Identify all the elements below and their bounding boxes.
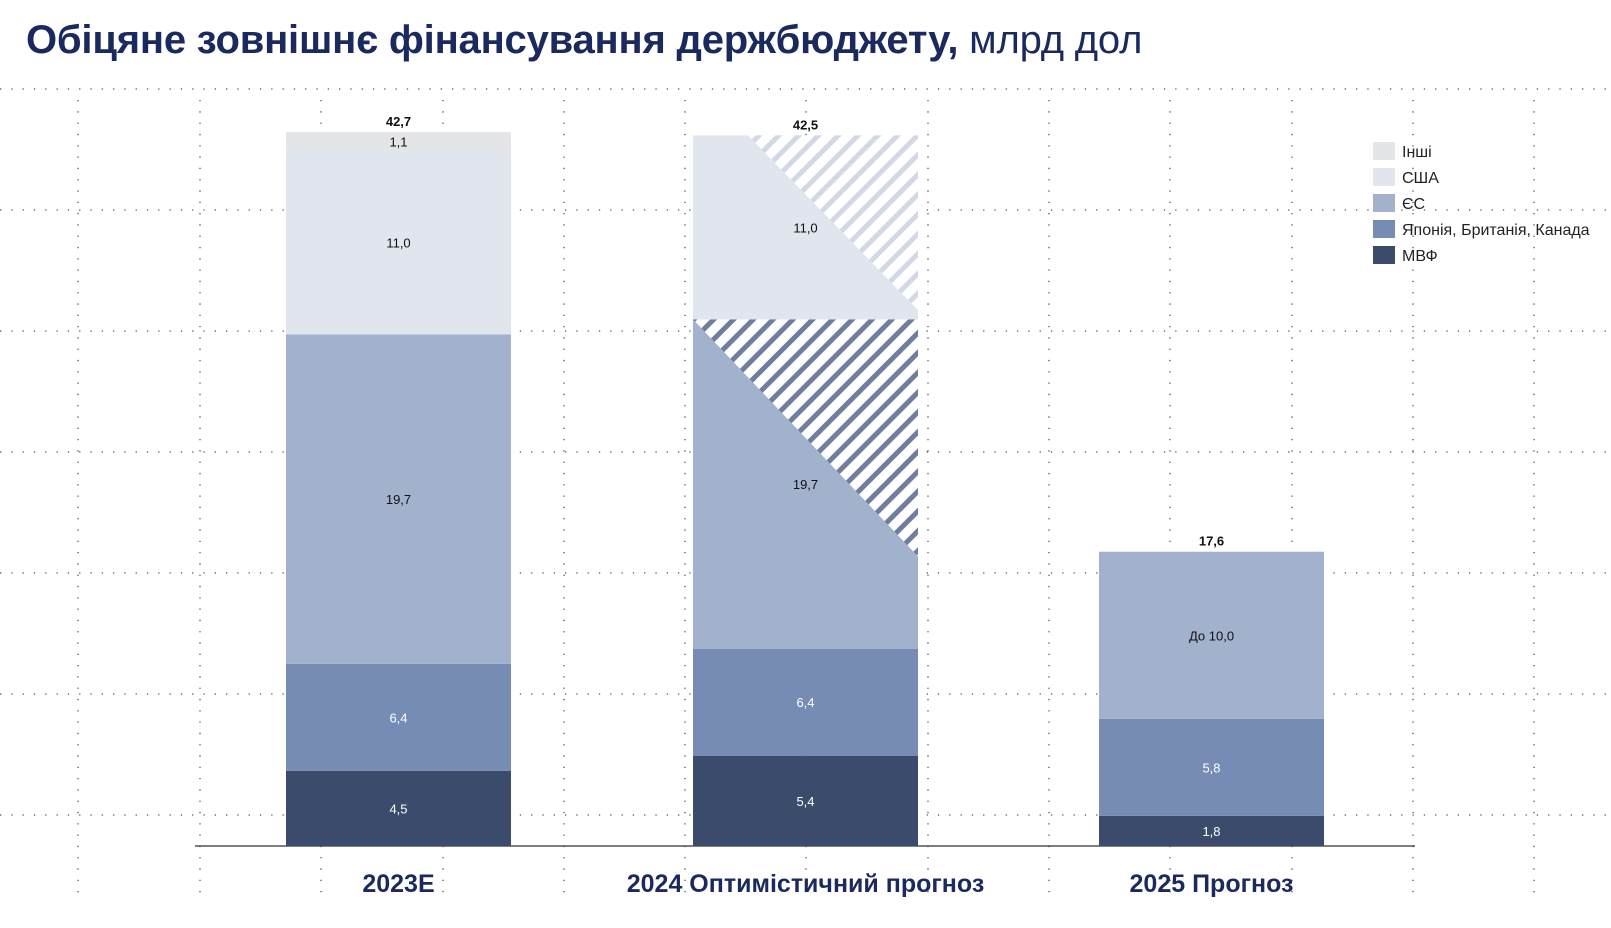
segment-value-label: 4,5 [389, 801, 407, 816]
segment-value-label: 11,0 [386, 235, 410, 250]
bar-segment-мвф [1099, 815, 1324, 846]
bar-segment-єс [286, 334, 511, 664]
segment-value-label: 6,4 [796, 695, 814, 710]
segment-value-label: 1,1 [389, 134, 407, 149]
chart-title-main: Обіцяне зовнішнє фінансування держбюджет… [26, 18, 959, 62]
legend-label: Японія, Британія, Канада [1402, 222, 1590, 239]
segment-value-label: 6,4 [389, 710, 407, 725]
legend-label: Інші [1402, 144, 1432, 161]
segment-value-label: 5,4 [796, 794, 814, 809]
x-category-label: 2024 Оптимістичний прогноз [627, 870, 985, 898]
segment-value-label: 5,8 [1202, 760, 1220, 775]
segment-value-label: 1,8 [1202, 824, 1220, 839]
labels-group: 4,5 6,4 19,7 11,0 1,1 42,7 2023E 5,4 6,4 19,7 11,0… [362, 114, 1293, 898]
total-value-label: 17,6 [1199, 534, 1224, 549]
segment-value-label: 19,7 [386, 492, 411, 507]
legend: Інші США ЄС Японія, Британія, Канада МВФ [1373, 142, 1590, 265]
bar-segment-сша [286, 150, 511, 335]
bars-group [286, 132, 1324, 846]
total-value-label: 42,7 [386, 114, 411, 129]
legend-swatch [1373, 142, 1395, 160]
legend-label: ЄС [1402, 196, 1425, 213]
bar-segment-єс [1099, 551, 1324, 719]
total-value-label: 42,5 [793, 117, 818, 132]
x-category-label: 2025 Прогноз [1130, 870, 1294, 898]
hatched-uncertain-eu [693, 319, 918, 557]
bar-segment-інші [286, 132, 511, 151]
hatched-uncertain-us [748, 135, 918, 311]
legend-label: США [1402, 170, 1439, 187]
segment-value-label: 11,0 [793, 220, 817, 235]
legend-swatch [1373, 246, 1395, 264]
x-category-label: 2023E [362, 870, 434, 898]
bar-segment-японія-британія-канада [286, 663, 511, 771]
chart-title: Обіцяне зовнішнє фінансування держбюджет… [26, 18, 1142, 63]
legend-swatch [1373, 168, 1395, 186]
bar-segment-японія-британія-канада [693, 648, 918, 756]
legend-swatch [1373, 220, 1395, 238]
bar-segment-японія-британія-канада [1099, 718, 1324, 816]
bar-segment-мвф [693, 755, 918, 846]
bar-segment-мвф [286, 770, 511, 846]
segment-value-label: 19,7 [793, 477, 818, 492]
segment-value-label: До 10,0 [1189, 628, 1234, 643]
legend-label: МВФ [1402, 248, 1438, 265]
chart-title-unit: млрд дол [969, 18, 1143, 62]
legend-swatch [1373, 194, 1395, 212]
